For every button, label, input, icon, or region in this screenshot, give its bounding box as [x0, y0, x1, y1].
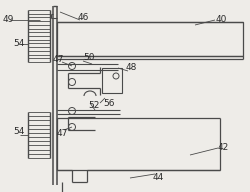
Text: 48: 48: [126, 63, 138, 71]
Text: 44: 44: [153, 172, 164, 181]
Circle shape: [68, 108, 75, 114]
Text: 54: 54: [13, 39, 24, 47]
Text: 56: 56: [103, 98, 115, 108]
Bar: [102, 68, 122, 93]
Text: 52: 52: [88, 100, 100, 109]
Text: 47: 47: [53, 55, 64, 64]
Text: 42: 42: [218, 142, 229, 151]
Text: 47: 47: [57, 128, 68, 137]
Text: 46: 46: [78, 12, 90, 22]
Text: 50: 50: [83, 52, 94, 61]
Circle shape: [113, 73, 119, 79]
Text: 40: 40: [216, 15, 228, 23]
Bar: [57, 22, 243, 56]
Circle shape: [68, 63, 75, 70]
Text: 49: 49: [3, 15, 14, 23]
Text: 54: 54: [13, 127, 24, 137]
Circle shape: [68, 79, 75, 85]
Circle shape: [68, 123, 75, 131]
